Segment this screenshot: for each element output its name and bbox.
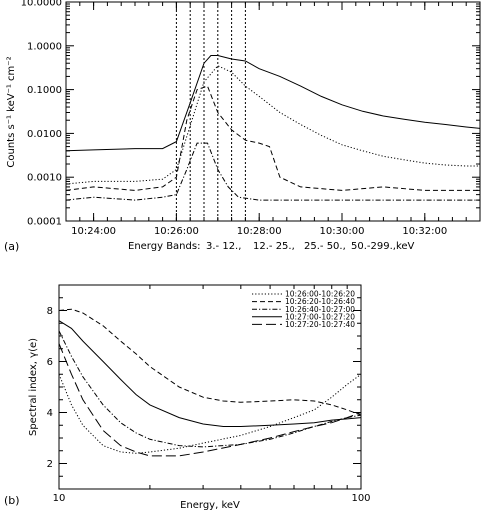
series-line-1-solid bbox=[65, 55, 481, 152]
legend: 10:26:00-10:26:2010:26:20-10:26:4010:26:… bbox=[252, 290, 355, 329]
y-tick-label: 2 bbox=[47, 459, 53, 470]
x-tick-label: 10:30:00 bbox=[320, 226, 365, 237]
x-tick-label: 10:32:00 bbox=[402, 226, 447, 237]
legend-label-4: 10:27:00-10:27:20 bbox=[285, 312, 355, 321]
series-line-3-dashed bbox=[65, 85, 480, 191]
x-axis-ticks: 10:24:00 10:26:00 10:28:00 10:30:00 10:32:00 bbox=[65, 2, 481, 237]
energy-band-4: 50.-299.,keV bbox=[351, 241, 415, 252]
y-tick-label: 0.0100 bbox=[27, 129, 62, 140]
series-line-3-dashdot bbox=[58, 330, 362, 448]
x-tick-label: 10:28:00 bbox=[237, 226, 282, 237]
energy-band-2: 12.- 25., bbox=[253, 241, 295, 252]
series-line-4-solid bbox=[58, 320, 362, 427]
y-tick-label: 6 bbox=[47, 357, 53, 368]
series-line-2-dashed bbox=[58, 308, 362, 416]
x-tick-label: 10:24:00 bbox=[71, 226, 116, 237]
y-tick-label: 8 bbox=[47, 306, 53, 317]
energy-band-1: 3.- 12., bbox=[206, 241, 241, 252]
panel-label-b: (b) bbox=[4, 494, 20, 507]
x-tick-label: 10 bbox=[53, 493, 66, 504]
panel-label-a: (a) bbox=[4, 240, 19, 253]
x-tick-label: 100 bbox=[351, 493, 370, 504]
panel-b: 2 4 6 8 10 100 Spectral index, γ(e) Energy, … bbox=[4, 284, 371, 511]
energy-bands-label: Energy Bands: 3.- 12., 12.- 25., 25.- 50… bbox=[128, 241, 415, 252]
y-tick-label: 1.0000 bbox=[27, 41, 62, 52]
panel-a-frame bbox=[65, 1, 481, 222]
y-tick-label: 4 bbox=[47, 408, 53, 419]
series-line-2-dotted bbox=[65, 65, 480, 185]
energy-bands-prefix: Energy Bands: bbox=[128, 241, 200, 252]
legend-label-3: 10:26:40-10:27:00 bbox=[285, 305, 355, 314]
legend-label-2: 10:26:20-10:26:40 bbox=[285, 297, 355, 306]
y-axis-ticks: 2 4 6 8 bbox=[47, 297, 361, 477]
energy-band-3: 25.- 50., bbox=[304, 241, 346, 252]
panel-a: 0.0001 0.0010 0.0100 0.1000 1.0000 10.0000 10… bbox=[4, 0, 481, 253]
x-axis-ticks: 10 100 bbox=[53, 285, 371, 504]
series-line-4-dashdot bbox=[65, 142, 480, 201]
series-line-5-longdash bbox=[58, 343, 362, 457]
legend-label-5: 10:27:20-10:27:40 bbox=[285, 320, 355, 329]
y-axis-ticks: 0.0001 0.0010 0.0100 0.1000 1.0000 10.0000 bbox=[21, 0, 480, 228]
y-tick-label: 0.0001 bbox=[27, 217, 62, 228]
y-axis-label: Counts s⁻¹ keV⁻¹ cm⁻² bbox=[6, 56, 17, 167]
series-line-1-dotted bbox=[58, 373, 362, 454]
y-tick-label: 0.0010 bbox=[27, 173, 62, 184]
y-tick-label: 0.1000 bbox=[27, 85, 62, 96]
y-axis-label: Spectral index, γ(e) bbox=[28, 338, 39, 436]
spectral-index-curves bbox=[58, 308, 362, 457]
legend-label-1: 10:26:00-10:26:20 bbox=[285, 290, 355, 299]
x-tick-label: 10:26:00 bbox=[154, 226, 199, 237]
light-curves bbox=[65, 55, 481, 201]
x-axis-label: Energy, keV bbox=[180, 500, 240, 511]
y-tick-label: 10.0000 bbox=[21, 0, 62, 9]
